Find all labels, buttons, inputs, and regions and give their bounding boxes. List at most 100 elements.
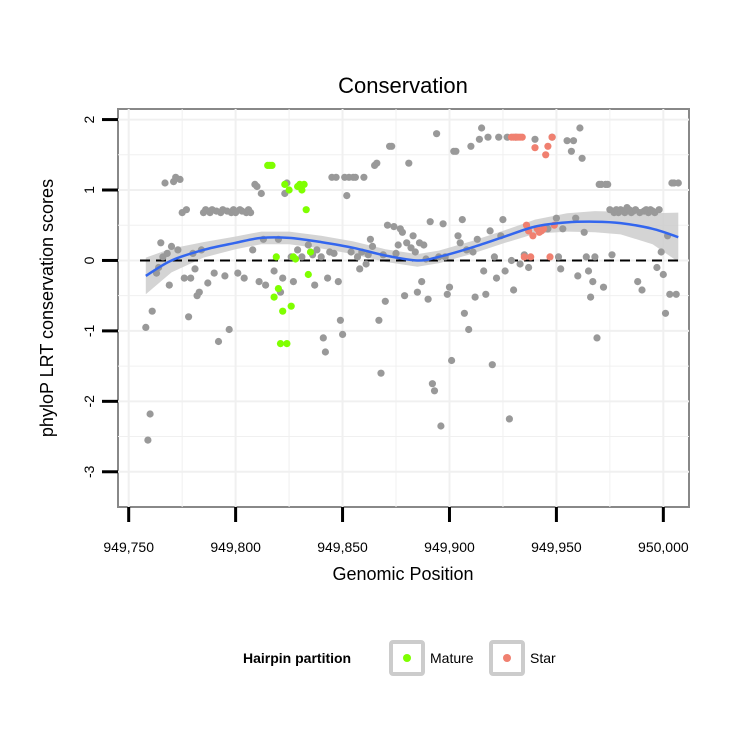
data-point-other	[499, 216, 507, 224]
data-point-star	[544, 142, 552, 150]
data-point-star	[522, 221, 531, 229]
data-point-other	[388, 142, 396, 150]
y-tick-label: -1	[81, 324, 97, 337]
data-point-other	[657, 248, 665, 256]
data-point-other	[247, 209, 255, 217]
data-point-other	[454, 232, 462, 240]
data-point-mature	[270, 293, 278, 301]
y-tick-label: 1	[81, 186, 97, 194]
legend-dot-mature	[403, 654, 411, 662]
data-point-mature	[302, 206, 310, 214]
data-point-mature	[285, 186, 293, 194]
data-point-other	[554, 253, 563, 261]
data-point-other	[403, 239, 411, 247]
data-point-other	[418, 278, 426, 286]
data-point-other	[353, 253, 362, 261]
data-point-other	[445, 283, 454, 291]
data-point-other	[405, 159, 413, 167]
data-point-other	[366, 235, 374, 243]
data-point-other	[460, 309, 468, 317]
data-point-star	[527, 253, 535, 261]
data-point-other	[587, 293, 595, 301]
data-point-other	[608, 251, 616, 259]
data-point-other	[398, 228, 406, 236]
data-point-other	[362, 260, 370, 268]
data-point-other	[505, 415, 513, 423]
data-point-other	[255, 278, 263, 286]
data-point-mature	[298, 186, 306, 194]
data-point-other	[185, 313, 193, 321]
y-tick-label: -2	[81, 395, 97, 408]
data-point-other	[437, 422, 445, 430]
legend: Hairpin partition Mature Star	[243, 640, 556, 676]
data-point-other	[473, 235, 481, 243]
data-point-other	[351, 173, 359, 181]
data-point-other	[289, 278, 297, 286]
y-axis: -3 -2 -1 0 1 2	[81, 115, 118, 478]
data-point-other	[253, 182, 261, 191]
smooth-trend-line	[145, 220, 679, 277]
data-point-other	[531, 135, 539, 143]
legend-label-star: Star	[530, 650, 556, 666]
x-tick-label: 949,800	[210, 539, 261, 555]
data-point-other	[413, 288, 421, 296]
data-point-other	[567, 147, 576, 155]
legend-label-mature: Mature	[430, 650, 474, 666]
data-point-other	[321, 348, 329, 356]
data-point-other	[191, 265, 199, 273]
data-point-other	[443, 290, 451, 298]
data-point-other	[377, 369, 385, 377]
data-point-star	[540, 225, 548, 233]
data-point-other	[482, 290, 490, 298]
data-point-other	[465, 325, 473, 334]
data-point-other	[161, 179, 169, 187]
data-point-other	[330, 249, 338, 257]
data-point-other	[439, 220, 447, 228]
data-point-other	[343, 192, 351, 200]
data-point-other	[584, 267, 593, 275]
data-point-star	[531, 144, 539, 152]
legend-entry-star: Star	[489, 640, 556, 676]
data-point-other	[458, 216, 466, 224]
data-point-other	[488, 361, 496, 369]
data-point-star	[542, 151, 550, 159]
data-point-other	[569, 137, 578, 145]
data-point-mature	[272, 253, 280, 261]
data-point-other	[653, 263, 661, 272]
data-point-other	[249, 246, 257, 254]
data-point-other	[332, 173, 340, 181]
data-point-other	[672, 290, 680, 298]
legend-title: Hairpin partition	[243, 650, 351, 666]
data-point-other	[604, 180, 612, 188]
data-point-other	[225, 325, 233, 334]
data-point-other	[394, 241, 402, 249]
data-point-other	[475, 135, 483, 143]
x-tick-label: 949,750	[103, 539, 154, 555]
data-point-other	[144, 436, 152, 444]
data-point-other	[319, 334, 327, 342]
data-point-star	[529, 232, 537, 240]
data-point-other	[381, 297, 389, 305]
data-point-other	[195, 288, 203, 296]
data-point-mature	[274, 285, 282, 293]
data-point-other	[411, 248, 419, 256]
data-point-other	[279, 274, 287, 282]
data-point-mature	[283, 340, 291, 348]
x-axis: 949,750 949,800 949,850 949,900 949,950 950,0…	[103, 507, 689, 555]
legend-dot-star	[503, 654, 511, 662]
data-point-other	[163, 249, 171, 257]
data-point-other	[478, 124, 486, 132]
data-point-other	[383, 221, 392, 229]
data-point-other	[486, 227, 494, 235]
data-point-other	[294, 246, 302, 254]
data-point-other	[176, 175, 184, 183]
data-point-other	[347, 248, 355, 256]
data-point-other	[221, 272, 229, 280]
data-point-other	[146, 410, 154, 418]
data-point-other	[490, 253, 498, 261]
data-point-other	[495, 133, 503, 141]
data-point-other	[516, 260, 524, 268]
data-point-mature	[287, 302, 295, 310]
data-point-other	[659, 270, 667, 279]
data-point-other	[311, 281, 319, 289]
